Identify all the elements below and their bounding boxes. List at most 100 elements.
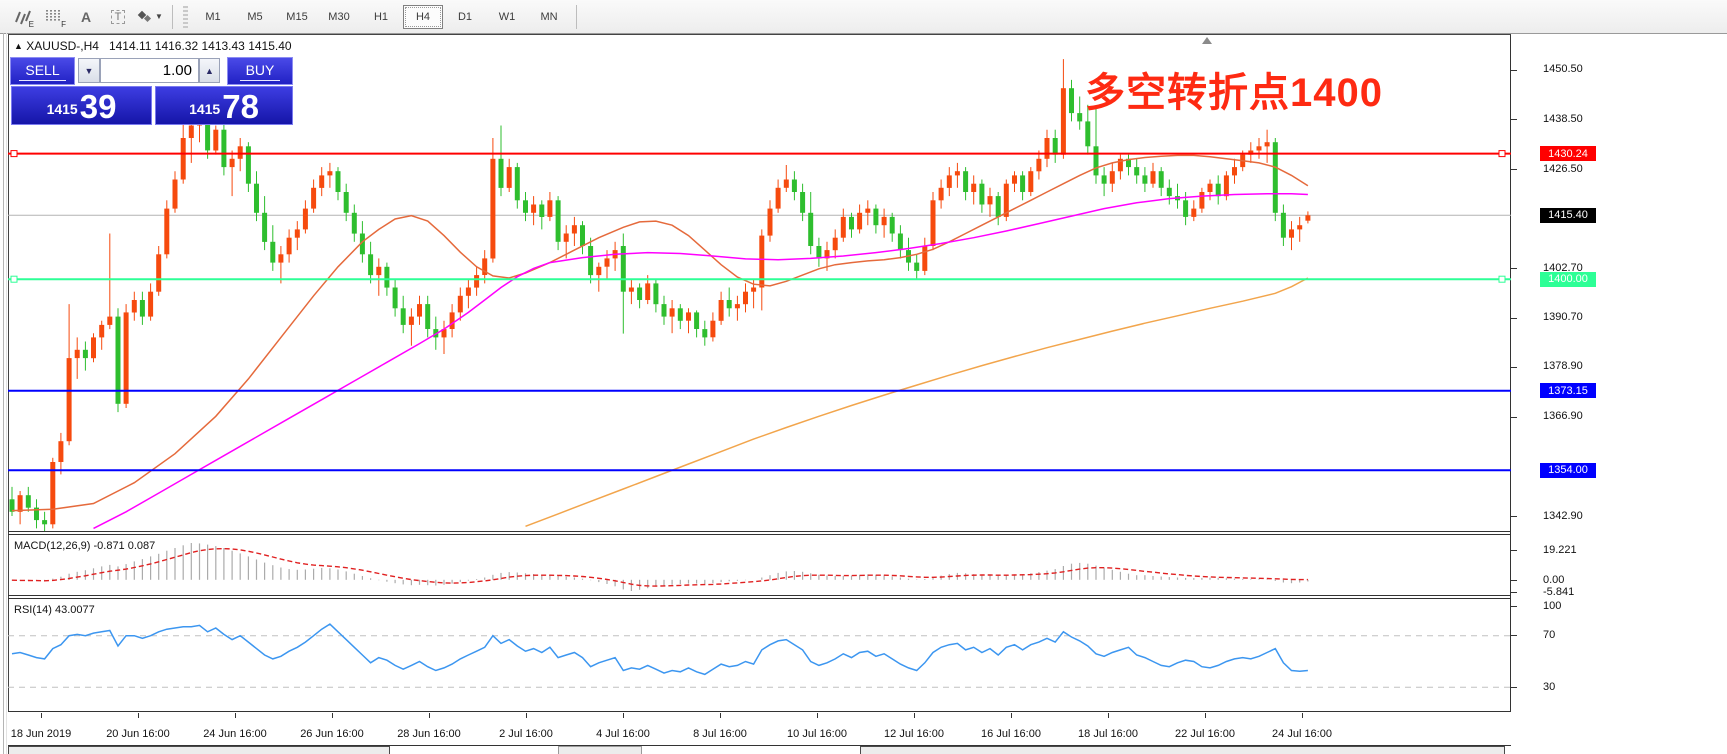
pane-separator: [8, 711, 1511, 712]
background-window-edge: [8, 746, 390, 754]
date-axis[interactable]: 18 Jun 2019 20 Jun 16:00 24 Jun 16:00 26 Ju…: [8, 712, 1511, 745]
pane-separator[interactable]: [8, 595, 1511, 596]
price-tick-label: 1450.50: [1543, 63, 1583, 75]
price-tick-label: 1390.70: [1543, 311, 1583, 324]
date-tick-mark: [720, 713, 721, 718]
date-tick-label: 24 Jul 16:00: [1272, 728, 1332, 740]
sell-button[interactable]: SELL: [10, 57, 75, 85]
rsi-label: RSI(14) 43.0077: [14, 604, 95, 616]
volume-increase-button[interactable]: ▲: [199, 58, 220, 83]
current-price-label: 1415.40: [1540, 207, 1596, 223]
date-tick-mark: [41, 713, 42, 718]
date-tick-mark: [1108, 713, 1109, 718]
buy-price-main: 1415: [189, 101, 221, 117]
date-tick-label: 18 Jun 2019: [10, 728, 72, 740]
toolbar-separator: [172, 4, 173, 29]
buy-button-label: BUY: [239, 62, 281, 81]
price-tick-label: 1378.90: [1543, 360, 1583, 373]
date-tick-mark: [1205, 713, 1206, 718]
rsi-tick-mark: [1511, 686, 1517, 688]
date-tick-label: 24 Jun 16:00: [203, 728, 267, 740]
symbol-ohlc-header: ▲ XAUUSD-,H4 1414.11 1416.32 1413.43 141…: [14, 39, 292, 53]
pane-separator[interactable]: [8, 534, 1511, 535]
textbox-icon[interactable]: T: [103, 3, 133, 31]
date-tick-label: 20 Jun 16:00: [106, 728, 170, 740]
date-tick-label: 12 Jul 16:00: [884, 728, 944, 740]
volume-input[interactable]: [100, 58, 199, 83]
background-window-edge: [860, 746, 1505, 754]
buy-price-pips: 78: [222, 87, 259, 125]
pane-separator[interactable]: [8, 598, 1511, 599]
timeframe-button-M5[interactable]: M5: [247, 10, 263, 23]
date-tick-mark: [623, 713, 624, 718]
date-tick-mark: [526, 713, 527, 718]
date-tick-mark: [332, 713, 333, 718]
macd-values: -0.871 0.087: [93, 540, 156, 552]
timeframe-button-H4[interactable]: H4: [403, 4, 443, 29]
pane-separator[interactable]: [8, 531, 1511, 532]
price-tick-label: 1342.90: [1543, 509, 1583, 522]
price-tick-label: 1366.90: [1543, 410, 1583, 423]
ohlc-text: XAUUSD-,H4 1414.11 1416.32 1413.43 1415.…: [26, 39, 292, 53]
macd-indicator-canvas[interactable]: [8, 535, 1511, 595]
main-chart-canvas[interactable]: [8, 34, 1511, 531]
sell-button-label: SELL: [19, 62, 66, 81]
date-tick-label: 10 Jul 16:00: [787, 728, 847, 740]
toolbar-separator: [576, 4, 577, 29]
price-tick-label: 1426.50: [1543, 162, 1583, 175]
price-tick-mark: [1511, 416, 1517, 418]
hline-price-label: 1354.00: [1540, 462, 1596, 478]
price-tick-mark: [1511, 119, 1517, 121]
volume-decrease-button[interactable]: ▼: [78, 58, 100, 83]
timeframe-button-M15[interactable]: M15: [286, 10, 308, 23]
timeframe-button-H1[interactable]: H1: [373, 10, 389, 23]
chevron-up-icon: ▲: [205, 65, 214, 76]
background-window-edge: [558, 746, 642, 754]
rsi-indicator-canvas[interactable]: [8, 599, 1511, 712]
timeframe-button-D1[interactable]: D1: [457, 10, 473, 23]
sell-price-button[interactable]: 1415 39: [11, 86, 152, 125]
grid-chart-icon[interactable]: F: [39, 3, 69, 31]
date-tick-label: 8 Jul 16:00: [693, 728, 747, 740]
macd-label: MACD(12,26,9) -0.871 0.087: [14, 540, 156, 552]
macd-tick-label: 0.00: [1543, 573, 1565, 586]
timeframe-button-M1[interactable]: M1: [205, 10, 221, 23]
rsi-tick-label: 100: [1543, 600, 1562, 612]
hline-price-label: 1373.15: [1540, 383, 1596, 399]
buy-price-button[interactable]: 1415 78: [155, 86, 293, 125]
price-tick-mark: [1511, 169, 1517, 171]
rsi-tick-mark: [1511, 635, 1517, 637]
chevron-down-icon: ▼: [84, 65, 94, 76]
expert-chart-icon[interactable]: E: [7, 3, 37, 31]
toolbar-drag-handle[interactable]: [183, 5, 188, 28]
price-axis[interactable]: 1450.50 1438.50 1426.50 1402.70 1390.70 1378.…: [1511, 34, 1727, 746]
date-tick-label: 4 Jul 16:00: [596, 728, 650, 740]
date-tick-mark: [817, 713, 818, 718]
macd-tick-mark: [1511, 591, 1517, 593]
objects-dropdown-icon[interactable]: ▼: [135, 3, 165, 31]
price-tick-mark: [1511, 317, 1517, 319]
date-tick-label: 2 Jul 16:00: [499, 728, 553, 740]
chart-shift-marker-icon[interactable]: [1202, 37, 1212, 44]
date-tick-label: 26 Jun 16:00: [300, 728, 364, 740]
chart-toolbar: E F A T ▼ M1 M5 M15 M30 H1 H4 D1 W1 MN: [0, 0, 1727, 34]
date-tick-label: 28 Jun 16:00: [397, 728, 461, 740]
chart-annotation-text: 多空转折点1400: [1085, 71, 1383, 115]
date-tick-mark: [429, 713, 430, 718]
timeframe-button-MN[interactable]: MN: [540, 10, 558, 23]
text-annotation-icon[interactable]: A: [80, 8, 92, 25]
collapse-triangle-icon[interactable]: ▲: [14, 41, 23, 51]
price-tick-mark: [1511, 69, 1517, 71]
timeframe-button-W1[interactable]: W1: [498, 10, 516, 23]
rsi-tick-label: 70: [1543, 629, 1556, 642]
macd-tick-label: 19.221: [1543, 543, 1577, 556]
pane-separator: [8, 745, 1511, 746]
window-frame-line: [3, 33, 4, 754]
window-frame-line: [6, 33, 7, 754]
price-tick-label: 1402.70: [1543, 261, 1583, 274]
timeframe-button-M30[interactable]: M30: [328, 10, 350, 23]
price-tick-mark: [1511, 366, 1517, 368]
buy-button[interactable]: BUY: [227, 57, 293, 85]
date-tick-mark: [1302, 713, 1303, 718]
date-tick-mark: [914, 713, 915, 718]
